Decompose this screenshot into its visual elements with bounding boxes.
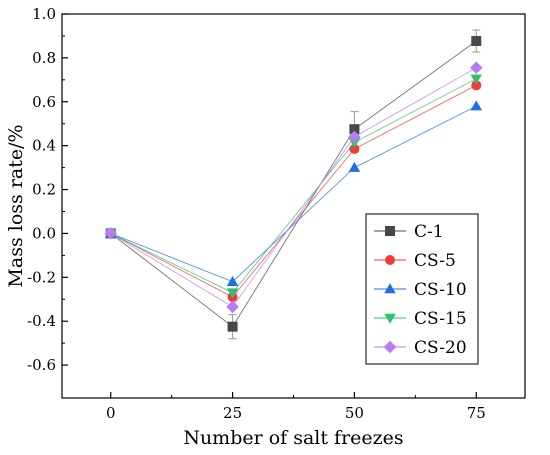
y-tick-label: 0.0	[32, 224, 56, 242]
x-tick-label: 25	[223, 404, 242, 422]
y-tick-label: 0.6	[32, 93, 56, 111]
data-point	[227, 321, 238, 332]
data-point	[470, 61, 483, 75]
series-line	[110, 78, 477, 294]
legend-marker	[384, 313, 396, 324]
series-line	[110, 40, 477, 328]
legend-label: CS-20	[414, 338, 467, 358]
y-tick-label: -0.2	[27, 268, 56, 286]
y-tick-label: -0.4	[27, 312, 56, 330]
series-line	[110, 105, 477, 283]
legend-item: CS-15	[374, 309, 467, 329]
y-axis-label: Mass loss rate/%	[5, 124, 27, 287]
data-point	[470, 74, 483, 85]
data-point	[471, 80, 482, 91]
series-layer	[104, 29, 483, 340]
data-point	[104, 227, 117, 240]
data-point	[349, 143, 360, 154]
data-point	[348, 161, 361, 172]
legend-item: CS-20	[374, 338, 467, 358]
legend-label: CS-15	[414, 309, 467, 329]
series-line	[110, 67, 477, 308]
legend: C-1 CS-5 CS-10 CS-15 CS-20	[365, 213, 479, 365]
data-point	[470, 100, 483, 111]
data-point	[226, 300, 239, 314]
series-line	[110, 84, 477, 298]
data-point	[349, 124, 360, 135]
data-point	[348, 130, 361, 144]
x-axis-label: Number of salt freezes	[183, 427, 403, 449]
legend-item: C-1	[374, 222, 444, 242]
y-tick-label: 1.0	[32, 5, 56, 23]
data-point	[226, 288, 239, 299]
legend-label: CS-5	[414, 251, 456, 271]
legend-marker	[385, 255, 395, 265]
y-tick-label: 0.8	[32, 49, 56, 67]
series-cs-20	[104, 61, 483, 314]
legend-marker	[384, 283, 396, 294]
axes: 0 25 50 75 -0.6 -0.4 -0.2 0.0 0.2 0.4 0.6 0.8 1.0	[27, 5, 526, 422]
data-point	[471, 35, 482, 46]
y-tick-label: 0.2	[32, 181, 56, 199]
x-tick-label: 0	[106, 404, 116, 422]
legend-marker	[383, 340, 397, 354]
legend-label: CS-10	[414, 280, 467, 300]
legend-item: CS-10	[374, 280, 467, 300]
legend-item: CS-5	[374, 251, 456, 271]
x-tick-label: 75	[467, 404, 486, 422]
x-tick-label: 50	[345, 404, 364, 422]
y-tick-label: -0.6	[27, 356, 56, 374]
legend-marker	[385, 226, 395, 236]
data-point	[226, 275, 239, 286]
y-tick-label: 0.4	[32, 137, 56, 155]
legend-label: C-1	[414, 222, 444, 242]
